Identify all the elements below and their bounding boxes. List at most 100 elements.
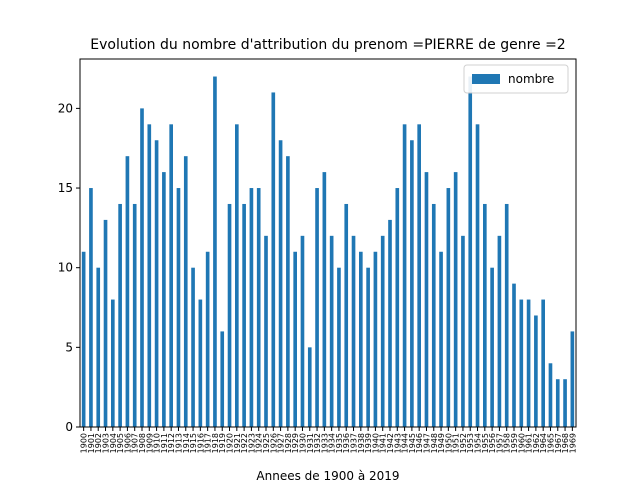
bar bbox=[541, 299, 545, 427]
bar bbox=[132, 203, 137, 427]
x-tick-label: 1905 bbox=[116, 433, 125, 453]
x-tick-label: 1946 bbox=[415, 433, 424, 453]
x-tick-label: 1956 bbox=[488, 433, 497, 453]
x-tick-label: 1918 bbox=[211, 433, 220, 453]
x-tick-label: 1955 bbox=[481, 433, 490, 453]
bar bbox=[468, 76, 473, 428]
axes-frame bbox=[79, 58, 577, 428]
bar bbox=[278, 140, 283, 427]
x-tick-label: 1908 bbox=[138, 433, 147, 453]
x-tick-label: 1925 bbox=[262, 433, 271, 453]
bar bbox=[395, 188, 400, 427]
x-tick-label: 1914 bbox=[182, 433, 191, 453]
bar bbox=[322, 172, 327, 427]
bar bbox=[380, 235, 385, 427]
x-tick-label: 1922 bbox=[240, 433, 249, 453]
x-tick-label: 1903 bbox=[102, 433, 111, 453]
bar bbox=[162, 172, 166, 427]
bar bbox=[300, 235, 305, 427]
x-tick-label: 1958 bbox=[503, 433, 512, 453]
x-tick-label: 1964 bbox=[539, 433, 548, 453]
bar bbox=[359, 251, 363, 427]
x-tick-label: 1957 bbox=[495, 433, 504, 453]
legend-box bbox=[463, 64, 569, 94]
bar bbox=[439, 251, 443, 427]
x-tick-label: 1945 bbox=[408, 433, 417, 453]
bar bbox=[424, 172, 429, 427]
x-tick-label: 1907 bbox=[131, 433, 140, 453]
bar bbox=[169, 124, 173, 428]
x-tick-label: 1943 bbox=[393, 433, 402, 453]
x-tick-label: 1926 bbox=[269, 433, 278, 453]
x-tick-label: 1936 bbox=[342, 433, 351, 453]
x-tick-label: 1938 bbox=[357, 433, 366, 453]
x-tick-label: 1932 bbox=[313, 433, 322, 453]
bar bbox=[111, 299, 115, 427]
x-tick-label: 1906 bbox=[123, 433, 132, 453]
bar bbox=[293, 251, 297, 427]
bar bbox=[410, 140, 414, 427]
x-tick-label: 1959 bbox=[510, 433, 519, 453]
bar bbox=[227, 203, 232, 427]
bar bbox=[351, 235, 356, 427]
x-tick-label: 1962 bbox=[532, 433, 541, 453]
y-tick-label: 20 bbox=[58, 101, 73, 115]
x-tick-label: 1904 bbox=[109, 433, 118, 453]
x-tick-label: 1928 bbox=[284, 433, 293, 453]
x-tick-label: 1910 bbox=[153, 433, 162, 453]
x-tick-label: 1924 bbox=[255, 433, 264, 453]
x-tick-label: 1954 bbox=[474, 433, 483, 453]
bar bbox=[431, 203, 436, 427]
x-tick-label: 1927 bbox=[277, 433, 286, 453]
x-tick-label: 1944 bbox=[401, 433, 410, 453]
x-tick-label: 1951 bbox=[452, 433, 461, 453]
y-tick-label: 0 bbox=[65, 420, 73, 434]
x-tick-label: 1902 bbox=[94, 433, 103, 453]
x-tick-label: 1915 bbox=[189, 433, 198, 453]
x-tick-label: 1949 bbox=[437, 433, 446, 453]
bar bbox=[118, 203, 122, 427]
legend-swatch bbox=[472, 74, 500, 84]
bar bbox=[555, 379, 560, 427]
bar bbox=[497, 235, 502, 427]
bar bbox=[213, 76, 217, 428]
x-tick-label: 1916 bbox=[196, 433, 205, 453]
bar bbox=[264, 235, 268, 427]
bar bbox=[235, 124, 239, 428]
y-tick-label: 5 bbox=[65, 340, 73, 354]
bar bbox=[563, 379, 567, 427]
x-tick-label: 1900 bbox=[80, 433, 89, 453]
bar bbox=[490, 267, 494, 427]
x-axis-label: Annees de 1900 à 2019 bbox=[256, 469, 399, 480]
x-tick-label: 1941 bbox=[379, 433, 388, 453]
x-tick-label: 1919 bbox=[218, 433, 227, 453]
bar bbox=[271, 92, 276, 428]
bar bbox=[570, 331, 575, 427]
x-tick-label: 1939 bbox=[364, 433, 373, 453]
bar bbox=[548, 363, 553, 427]
x-tick-label: 1912 bbox=[167, 433, 176, 453]
x-tick-label: 1901 bbox=[87, 433, 96, 453]
x-tick-label: 1948 bbox=[430, 433, 439, 453]
bar bbox=[140, 108, 144, 427]
x-tick-label: 1933 bbox=[320, 433, 329, 453]
bar bbox=[337, 267, 341, 427]
bar bbox=[81, 251, 86, 427]
x-tick-label: 1931 bbox=[306, 433, 315, 453]
bar bbox=[191, 267, 195, 427]
x-tick-label: 1921 bbox=[233, 433, 242, 453]
bar bbox=[402, 124, 407, 428]
bar bbox=[329, 235, 334, 427]
bar bbox=[453, 172, 458, 427]
bar bbox=[344, 203, 349, 427]
bar bbox=[103, 219, 108, 427]
bar bbox=[446, 188, 451, 427]
x-tick-label: 1920 bbox=[226, 433, 235, 453]
bar bbox=[388, 219, 392, 427]
x-tick-label: 1930 bbox=[298, 433, 307, 453]
x-tick-label: 1937 bbox=[350, 433, 359, 453]
legend-label: nombre bbox=[508, 72, 554, 86]
x-tick-label: 1947 bbox=[422, 433, 431, 453]
x-tick-label: 1960 bbox=[517, 433, 526, 453]
x-tick-label: 1950 bbox=[444, 433, 453, 453]
